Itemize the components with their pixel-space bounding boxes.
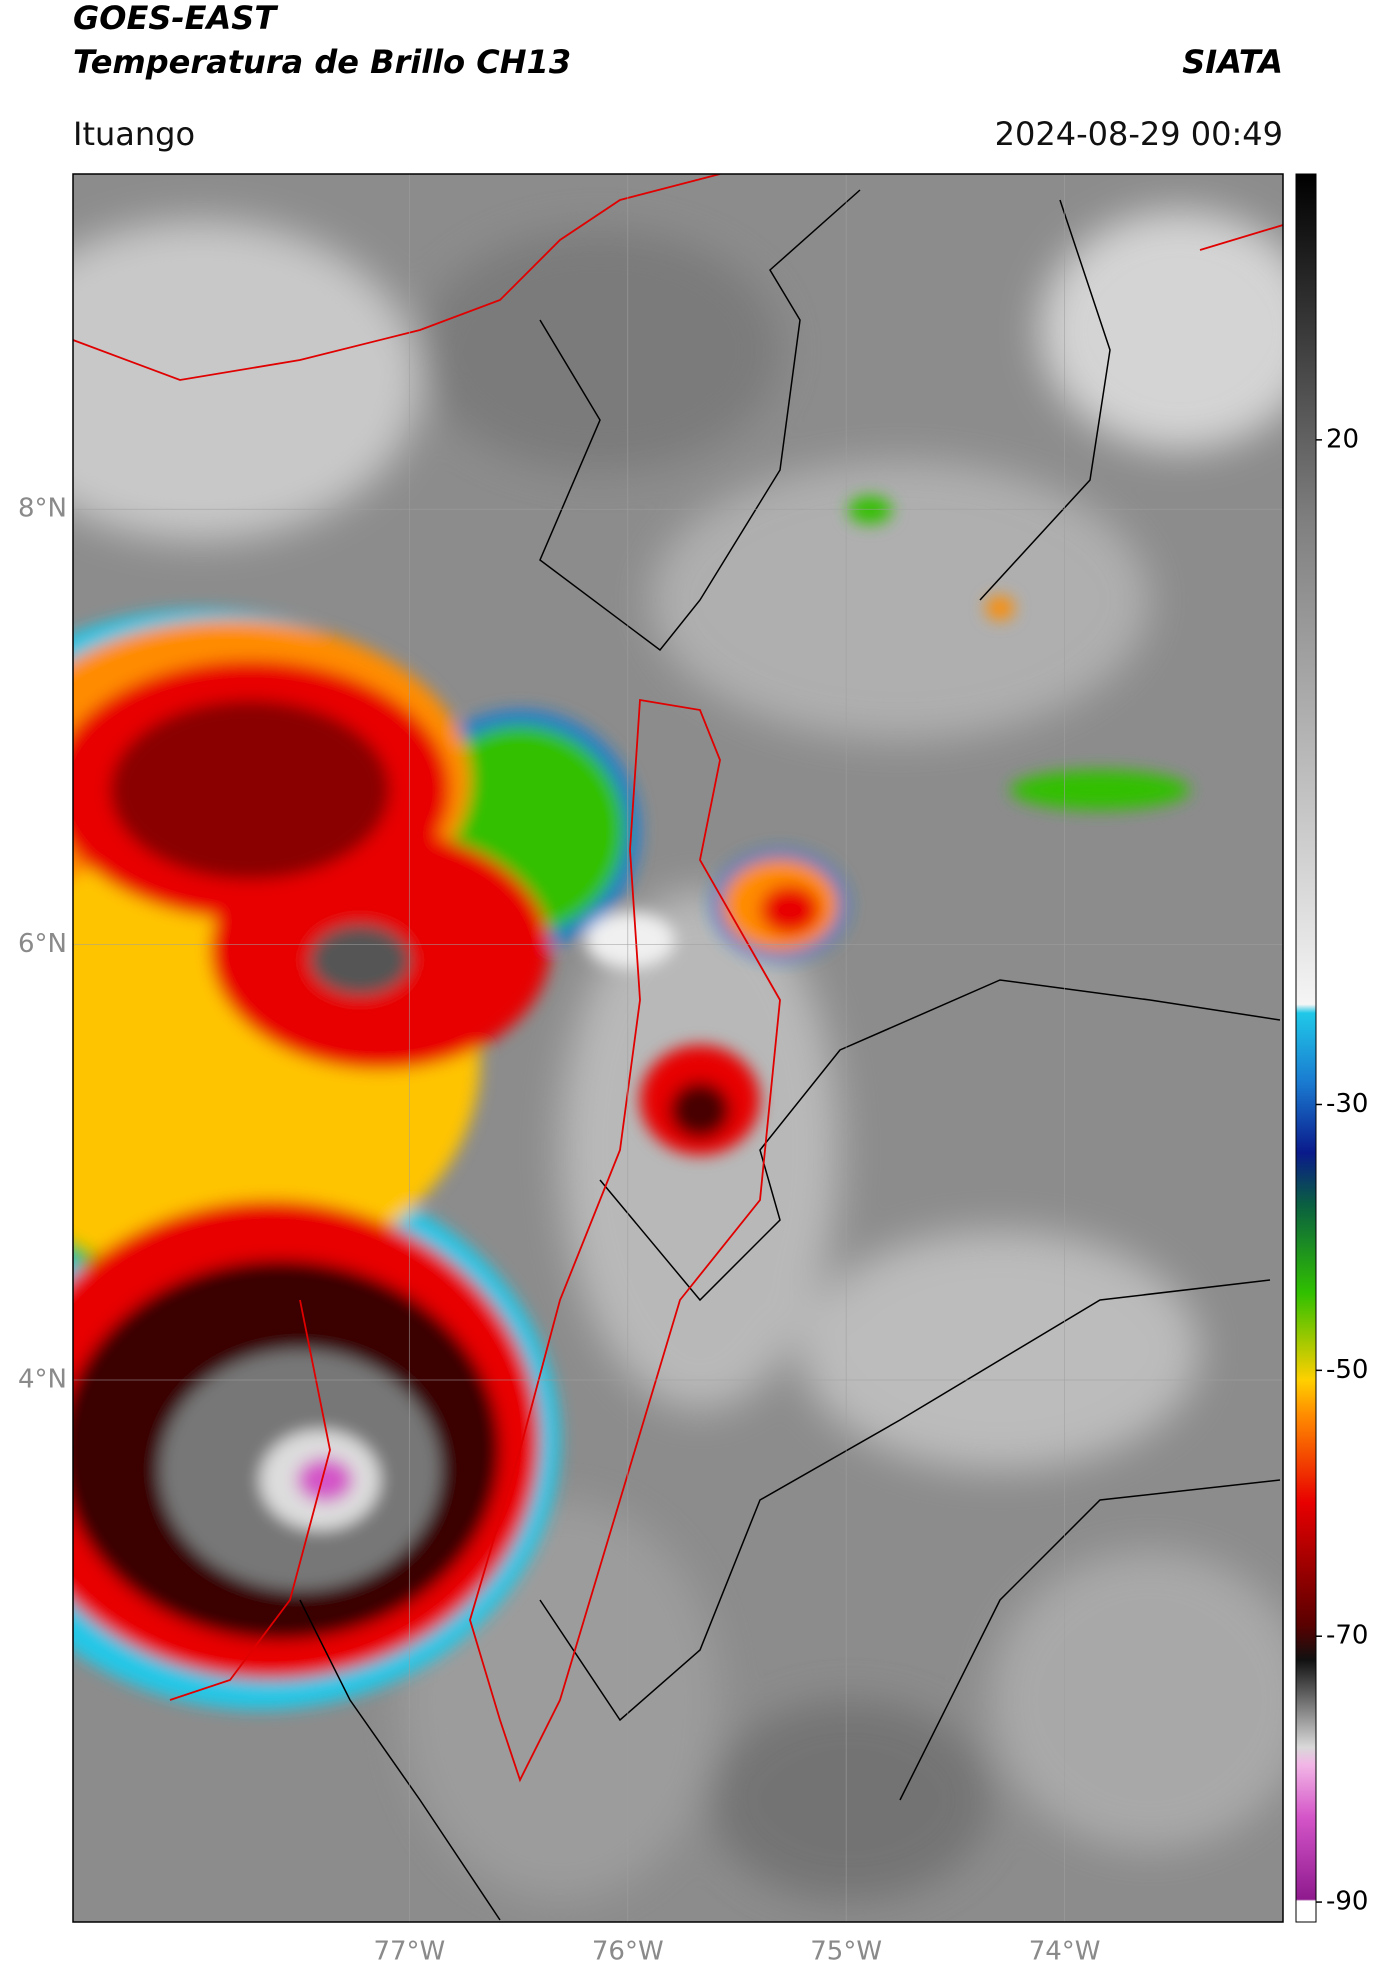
borders (299, 189, 1281, 1921)
satellite-title: GOES-EAST (73, 0, 278, 37)
lon-label: 76°W (592, 1937, 664, 1967)
lat-label: 4°N (18, 1364, 67, 1394)
product-title: Temperatura de Brillo CH13 (73, 43, 571, 81)
colorbar-tick-label: -30 (1326, 1089, 1368, 1119)
colorbar-tick-label: -70 (1326, 1621, 1368, 1651)
datetime: 2024-08-29 00:49 (995, 115, 1283, 153)
lon-label: 75°W (810, 1937, 882, 1967)
lat-label: 8°N (18, 494, 67, 524)
lat-label: 6°N (18, 929, 67, 959)
region: Ituango (73, 115, 195, 153)
satellite-image (73, 174, 1283, 1922)
colorbar-tick-label: -90 (1326, 1887, 1368, 1917)
lon-label: 77°W (373, 1937, 445, 1967)
colorbar-tick-label: -50 (1326, 1355, 1368, 1385)
colorbar (1295, 173, 1317, 1923)
map-frame (72, 173, 1284, 1923)
coastline (73, 174, 1283, 1783)
lon-label: 74°W (1029, 1937, 1101, 1967)
colorbar-tick-label: 20 (1326, 424, 1359, 454)
agency: SIATA (1182, 43, 1283, 81)
